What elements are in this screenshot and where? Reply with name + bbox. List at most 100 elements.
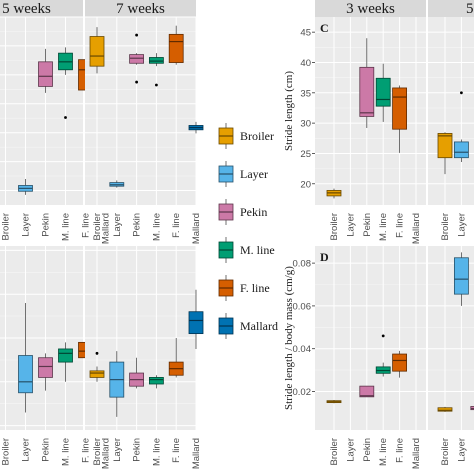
c-y-axis-title: Stride length (cm) — [283, 71, 295, 151]
lt0-box-pekin — [38, 48, 53, 93]
d0-box-body — [359, 385, 375, 398]
c-y-tick-label: 25 — [300, 149, 311, 160]
panel-grid — [315, 246, 426, 430]
lb1-tick-mallard: Mallard — [191, 438, 202, 469]
c-panel-letter: C — [320, 21, 329, 35]
boxplot-series-group — [89, 25, 204, 188]
lt0-outlier — [64, 116, 67, 119]
facet-title: 5 weeks — [2, 1, 51, 17]
facet-title: 5 — [466, 1, 474, 17]
d0-tick-f-line: F. line — [395, 438, 406, 463]
lb1-tick-m-line: M. line — [151, 438, 162, 466]
lb0-tick-pekin: Pekin — [41, 438, 52, 462]
d1-box-layer — [453, 252, 469, 306]
legend-item-pekin: Pekin — [218, 199, 267, 225]
lt0-tick-f-line: F. line — [81, 213, 92, 238]
plot-panel — [0, 17, 83, 205]
legend-item-layer: Layer — [218, 161, 268, 187]
lb1-box-body — [148, 377, 164, 385]
c0-tick-mallard: Mallard — [411, 213, 422, 244]
c1-tick-layer: Layer — [456, 213, 467, 237]
lt1-box-body — [89, 36, 105, 67]
lt1-outlier — [155, 83, 158, 87]
lt1-tick-mallard: Mallard — [191, 213, 202, 244]
boxplot-series-group — [437, 91, 469, 175]
facet-strip — [315, 0, 426, 17]
lt1-box-body — [129, 54, 145, 64]
lb0-box-body — [18, 355, 33, 394]
lb1-box-layer — [109, 351, 125, 417]
legend-label: F. line — [240, 281, 270, 295]
facet-strip — [85, 0, 196, 17]
legend: Broiler Layer Pekin M. line F. line Mallard — [218, 123, 278, 339]
lb0-tick-broiler: Broiler — [1, 438, 12, 465]
lt1-box-broiler — [89, 27, 105, 74]
lb1-box-f-line — [168, 338, 184, 378]
lb0-box-pekin — [38, 353, 53, 391]
lb1-box-body — [188, 311, 204, 335]
lt1-box-m-line — [148, 53, 164, 87]
lb1-tick-f-line: F. line — [171, 438, 182, 463]
boxplot-series-group — [89, 289, 204, 417]
c0-box-body — [359, 66, 375, 117]
lb0-box-m-line — [58, 342, 73, 382]
lt1-tick-layer: Layer — [112, 213, 123, 237]
lb1-tick-layer: Layer — [112, 438, 123, 462]
lt1-tick-pekin: Pekin — [132, 213, 143, 237]
d0-tick-broiler: Broiler — [329, 438, 340, 465]
d0-box-m-line — [375, 334, 391, 377]
c0-box-body — [392, 87, 408, 130]
c0-tick-m-line: M. line — [378, 213, 389, 241]
c1-box-layer — [453, 91, 469, 162]
c0-box-broiler — [326, 188, 342, 199]
legend-item-mallard: Mallard — [218, 313, 278, 339]
lt0-box-layer — [18, 178, 33, 195]
c-y-tick-label: 35 — [300, 88, 311, 99]
c-y-tick-label: 40 — [300, 58, 311, 69]
d0-tick-layer: Layer — [345, 438, 356, 462]
legend-label: M. line — [240, 243, 275, 257]
c1-tick-broiler: Broiler — [440, 213, 451, 240]
lb1-box-pekin — [129, 357, 145, 389]
c-y-tick-label: 20 — [300, 179, 311, 190]
lt1-box-mallard — [188, 121, 204, 134]
c-y-tick-label: 30 — [300, 119, 311, 130]
lt0-box-body — [38, 61, 53, 87]
d0-box-broiler — [326, 400, 342, 404]
lb0-tick-f-line: F. line — [81, 438, 92, 463]
lt0-box-m-line — [58, 47, 73, 119]
lt1-tick-broiler: Broiler — [92, 213, 103, 240]
d1-tick-broiler: Broiler — [440, 438, 451, 465]
lb1-box-mallard — [188, 289, 204, 349]
d0-tick-m-line: M. line — [378, 438, 389, 466]
c1-box-body — [453, 141, 469, 159]
lt0-tick-broiler: Broiler — [1, 213, 12, 240]
c0-tick-pekin: Pekin — [362, 213, 373, 237]
lt1-outlier — [135, 80, 139, 84]
d-y-tick-label: 0.08 — [293, 259, 312, 270]
d-y-tick-label: 0.04 — [293, 344, 312, 355]
plot-panel — [428, 17, 474, 205]
d0-box-body — [392, 353, 408, 372]
lt0-tick-layer: Layer — [21, 213, 32, 237]
d1-box-body — [453, 257, 469, 295]
c0-tick-f-line: F. line — [395, 213, 406, 238]
c0-box-pekin — [359, 38, 375, 128]
lt1-box-pekin — [129, 33, 145, 84]
c1-box-broiler — [437, 132, 453, 175]
c0-tick-layer: Layer — [345, 213, 356, 237]
c-y-tick-label: 45 — [300, 28, 311, 39]
d0-tick-pekin: Pekin — [362, 438, 373, 462]
legend-label: Pekin — [240, 205, 267, 219]
lt0-tick-m-line: M. line — [61, 213, 72, 241]
facet-strip — [428, 0, 474, 17]
lt1-tick-m-line: M. line — [151, 213, 162, 241]
lt1-box-f-line — [168, 25, 184, 65]
d-y-axis-title: Stride length / body mass (cm/g) — [283, 266, 295, 410]
legend-label: Broiler — [240, 129, 274, 143]
lb0-box-layer — [18, 302, 33, 413]
lb1-box-m-line — [148, 375, 164, 389]
boxplot-series-group — [437, 252, 474, 412]
d1-tick-layer: Layer — [456, 438, 467, 462]
